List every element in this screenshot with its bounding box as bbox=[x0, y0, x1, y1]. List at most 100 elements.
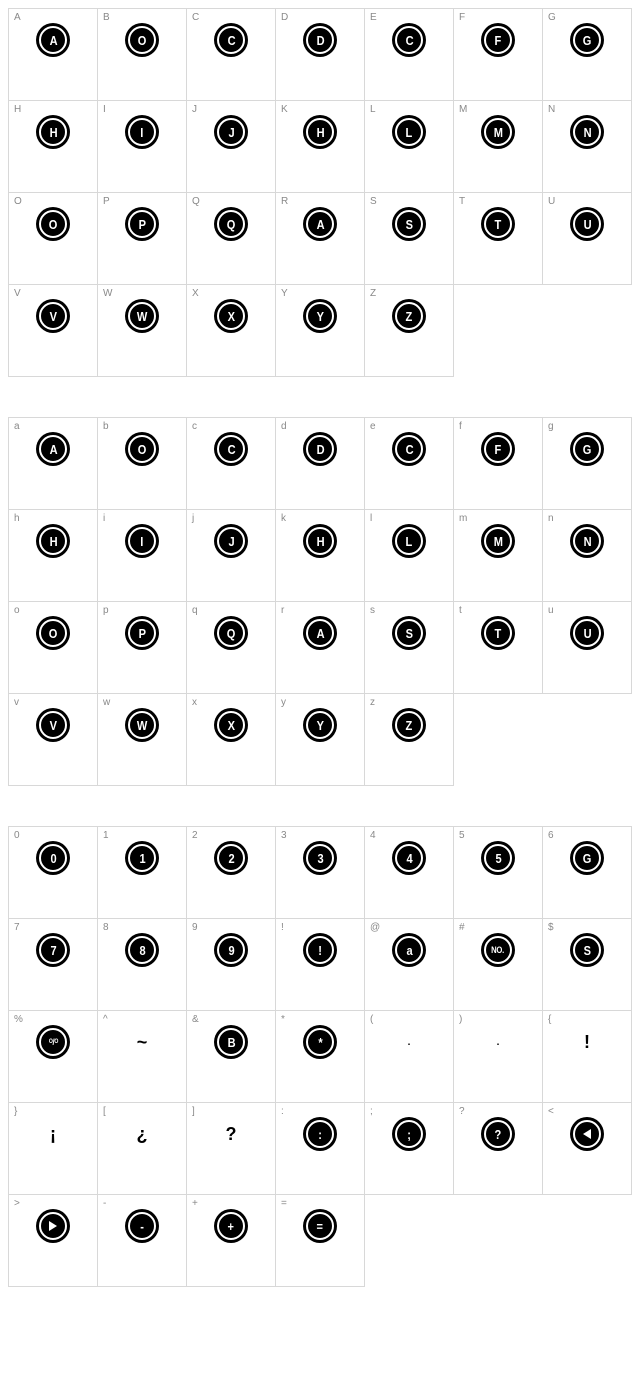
charmap-cell bbox=[543, 1195, 632, 1287]
charmap-key-label: { bbox=[548, 1014, 551, 1025]
glyph: U bbox=[543, 616, 631, 650]
charmap-key-label: t bbox=[459, 605, 462, 616]
charmap-cell: NN bbox=[543, 101, 632, 193]
charmap-cell: DD bbox=[276, 9, 365, 101]
glyph: Q bbox=[187, 207, 275, 241]
charmap-key-label: X bbox=[192, 288, 199, 299]
charmap-cell: > bbox=[9, 1195, 98, 1287]
charmap-cell bbox=[454, 1195, 543, 1287]
charmap-cell: cC bbox=[187, 418, 276, 510]
glyph: a bbox=[365, 933, 453, 967]
charmap-key-label: 4 bbox=[370, 830, 376, 841]
glyph: P bbox=[98, 616, 186, 650]
charmap-cell: nN bbox=[543, 510, 632, 602]
glyph: V bbox=[9, 708, 97, 742]
glyph: J bbox=[187, 524, 275, 558]
charmap-key-label: F bbox=[459, 12, 465, 23]
charmap-key-label: J bbox=[192, 104, 197, 115]
charmap-cell: 33 bbox=[276, 827, 365, 919]
charmap-cell: OO bbox=[9, 193, 98, 285]
glyph: . bbox=[454, 1025, 542, 1059]
charmap-cell: ** bbox=[276, 1011, 365, 1103]
charmap-cell: aA bbox=[9, 418, 98, 510]
glyph: F bbox=[454, 432, 542, 466]
glyph: A bbox=[276, 207, 364, 241]
charmap-key-label: b bbox=[103, 421, 109, 432]
charmap-key-label: C bbox=[192, 12, 199, 23]
charmap-key-label: ! bbox=[281, 922, 284, 933]
glyph: D bbox=[276, 432, 364, 466]
charmap-key-label: z bbox=[370, 697, 375, 708]
charmap-cell: mM bbox=[454, 510, 543, 602]
glyph: 1 bbox=[98, 841, 186, 875]
glyph: X bbox=[187, 708, 275, 742]
charmap-grid: aAbOcCdDeCfFgGhHiIjJkHlLmMnNoOpPqQrAsStT… bbox=[8, 417, 632, 786]
charmap-key-label: W bbox=[103, 288, 112, 299]
charmap-cell: #NO. bbox=[454, 919, 543, 1011]
charmap-cell: uU bbox=[543, 602, 632, 694]
glyph: S bbox=[365, 207, 453, 241]
charmap-key-label: $ bbox=[548, 922, 554, 933]
charmap-cell: PP bbox=[98, 193, 187, 285]
charmap-cell: BO bbox=[98, 9, 187, 101]
glyph: C bbox=[187, 23, 275, 57]
charmap-cell: %ᴼ/ᴼ bbox=[9, 1011, 98, 1103]
glyph: * bbox=[276, 1025, 364, 1059]
charmap-cell: JJ bbox=[187, 101, 276, 193]
glyph: W bbox=[98, 299, 186, 333]
charmap-cell: (. bbox=[365, 1011, 454, 1103]
charmap-key-label: P bbox=[103, 196, 110, 207]
glyph: F bbox=[454, 23, 542, 57]
charmap-key-label: y bbox=[281, 697, 286, 708]
charmap-cell: ?? bbox=[454, 1103, 543, 1195]
charmap-key-label: u bbox=[548, 605, 554, 616]
glyph: NO. bbox=[454, 933, 542, 967]
charmap-key-label: 6 bbox=[548, 830, 554, 841]
charmap-key-label: q bbox=[192, 605, 198, 616]
charmap-cell: ZZ bbox=[365, 285, 454, 377]
charmap-key-label: Z bbox=[370, 288, 376, 299]
glyph: S bbox=[543, 933, 631, 967]
glyph: Q bbox=[187, 616, 275, 650]
charmap-cell: wW bbox=[98, 694, 187, 786]
charmap-key-label: G bbox=[548, 12, 556, 23]
charmap-cell bbox=[543, 694, 632, 786]
charmap-cell: -- bbox=[98, 1195, 187, 1287]
charmap-key-label: ) bbox=[459, 1014, 462, 1025]
charmap-key-label: 7 bbox=[14, 922, 20, 933]
charmap-key-label: % bbox=[14, 1014, 23, 1025]
glyph: N bbox=[543, 115, 631, 149]
charmap-key-label: i bbox=[103, 513, 105, 524]
charmap-cell: dD bbox=[276, 418, 365, 510]
charmap-key-label: S bbox=[370, 196, 377, 207]
charmap-cell bbox=[454, 694, 543, 786]
glyph: J bbox=[187, 115, 275, 149]
glyph: L bbox=[365, 115, 453, 149]
charmap-key-label: U bbox=[548, 196, 555, 207]
charmap-key-label: ^ bbox=[103, 1014, 108, 1025]
charmap-key-label: & bbox=[192, 1014, 199, 1025]
glyph: + bbox=[187, 1209, 275, 1243]
charmap-cell: YY bbox=[276, 285, 365, 377]
charmap-cell: [¿ bbox=[98, 1103, 187, 1195]
glyph: 9 bbox=[187, 933, 275, 967]
charmap-key-label: E bbox=[370, 12, 377, 23]
charmap-cell: &B bbox=[187, 1011, 276, 1103]
charmap-cell: VV bbox=[9, 285, 98, 377]
charmap-key-label: v bbox=[14, 697, 19, 708]
charmap-cell: eC bbox=[365, 418, 454, 510]
charmap-key-label: n bbox=[548, 513, 554, 524]
charmap-section-lowercase: aAbOcCdDeCfFgGhHiIjJkHlLmMnNoOpPqQrAsStT… bbox=[8, 417, 632, 786]
charmap-key-label: r bbox=[281, 605, 284, 616]
charmap-key-label: # bbox=[459, 922, 465, 933]
charmap-grid: AABOCCDDECFFGGHHIIJJKHLLMMNNOOPPQQRASSTT… bbox=[8, 8, 632, 377]
glyph: V bbox=[9, 299, 97, 333]
charmap-cell: HH bbox=[9, 101, 98, 193]
charmap-key-label: L bbox=[370, 104, 376, 115]
charmap-key-label: A bbox=[14, 12, 21, 23]
glyph: X bbox=[187, 299, 275, 333]
charmap-cell: LL bbox=[365, 101, 454, 193]
charmap-key-label: D bbox=[281, 12, 288, 23]
charmap-grid: 0011223344556G778899!!@a#NO.$S%ᴼ/ᴼ^~&B**… bbox=[8, 826, 632, 1287]
charmap-cell: EC bbox=[365, 9, 454, 101]
